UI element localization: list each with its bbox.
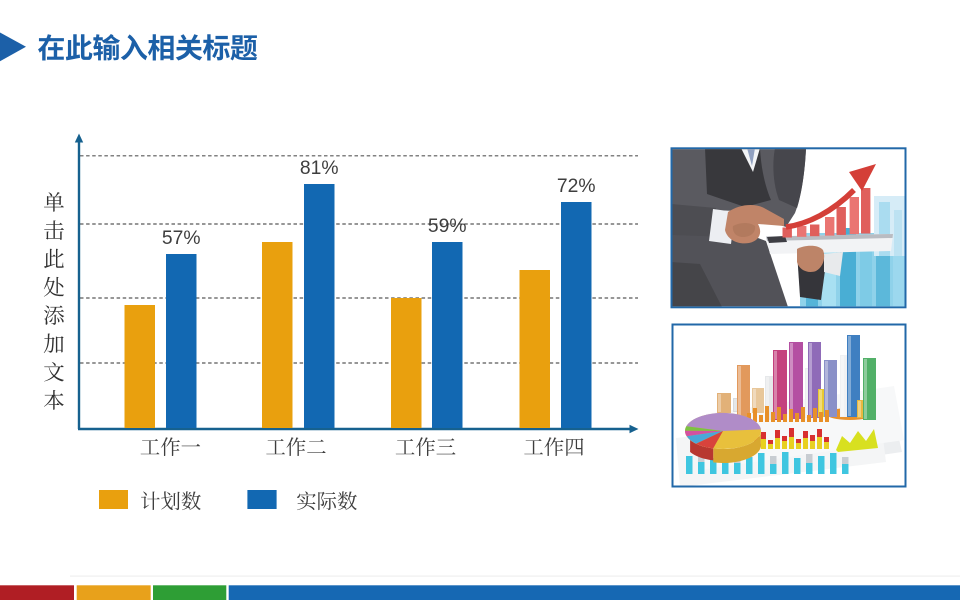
- svg-text:57%: 57%: [162, 228, 201, 249]
- svg-text:81%: 81%: [300, 158, 339, 179]
- svg-text:59%: 59%: [428, 216, 467, 237]
- svg-text:72%: 72%: [557, 176, 596, 197]
